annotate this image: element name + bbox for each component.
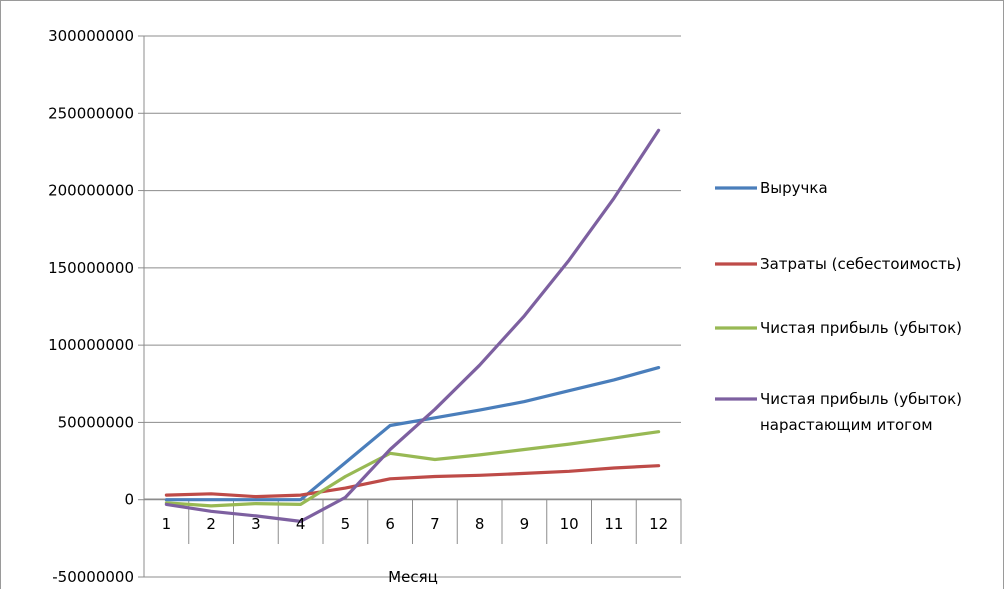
legend-label: нарастающим итогом [760,416,933,434]
x-tick-label: 1 [162,515,172,533]
x-tick-label: 9 [520,515,530,533]
series-lines [164,128,661,524]
legend-label: Выручка [760,179,828,197]
x-tick-label: 3 [251,515,261,533]
x-tick-label: 5 [341,515,351,533]
y-tick-label: 0 [124,491,134,509]
x-tick-label: 6 [385,515,395,533]
y-tick-label: 100000000 [48,336,134,354]
y-tick-labels: -50000000 0 50000000 100000000 150000000 2000… [48,27,134,586]
legend-label: Затраты (себестоимость) [760,255,962,273]
legend: Выручка Затраты (себестоимость) Чистая при… [715,179,962,434]
legend-item: Чистая прибыль (убыток) [715,319,962,337]
y-tick-label: 200000000 [48,182,134,200]
y-tick-label: -50000000 [52,568,134,586]
series-line-3 [164,430,661,508]
x-tick-label: 2 [206,515,216,533]
axes [138,35,682,578]
x-tick-label: 4 [296,515,306,533]
series-line-4 [164,128,661,524]
legend-item: Чистая прибыль (убыток) нарастающим итого… [715,390,962,434]
series-line-2 [164,464,661,499]
x-tick-labels: 1 2 3 4 5 6 7 8 9 10 11 12 [162,515,669,533]
x-tick-label: 8 [475,515,485,533]
x-tick-label: 10 [560,515,579,533]
x-tick-label: 11 [604,515,623,533]
y-tick-label: 150000000 [48,259,134,277]
y-tick-label: 300000000 [48,27,134,45]
x-tick-label: 7 [430,515,440,533]
legend-label: Чистая прибыль (убыток) [760,319,962,337]
legend-item: Затраты (себестоимость) [715,255,962,273]
y-tick-label: 50000000 [58,413,134,431]
legend-label: Чистая прибыль (убыток) [760,390,962,408]
series-line-1 [164,366,661,502]
legend-item: Выручка [715,179,828,197]
x-axis-label: Месяц [388,568,438,586]
y-tick-label: 250000000 [48,104,134,122]
x-tick-label: 12 [649,515,668,533]
